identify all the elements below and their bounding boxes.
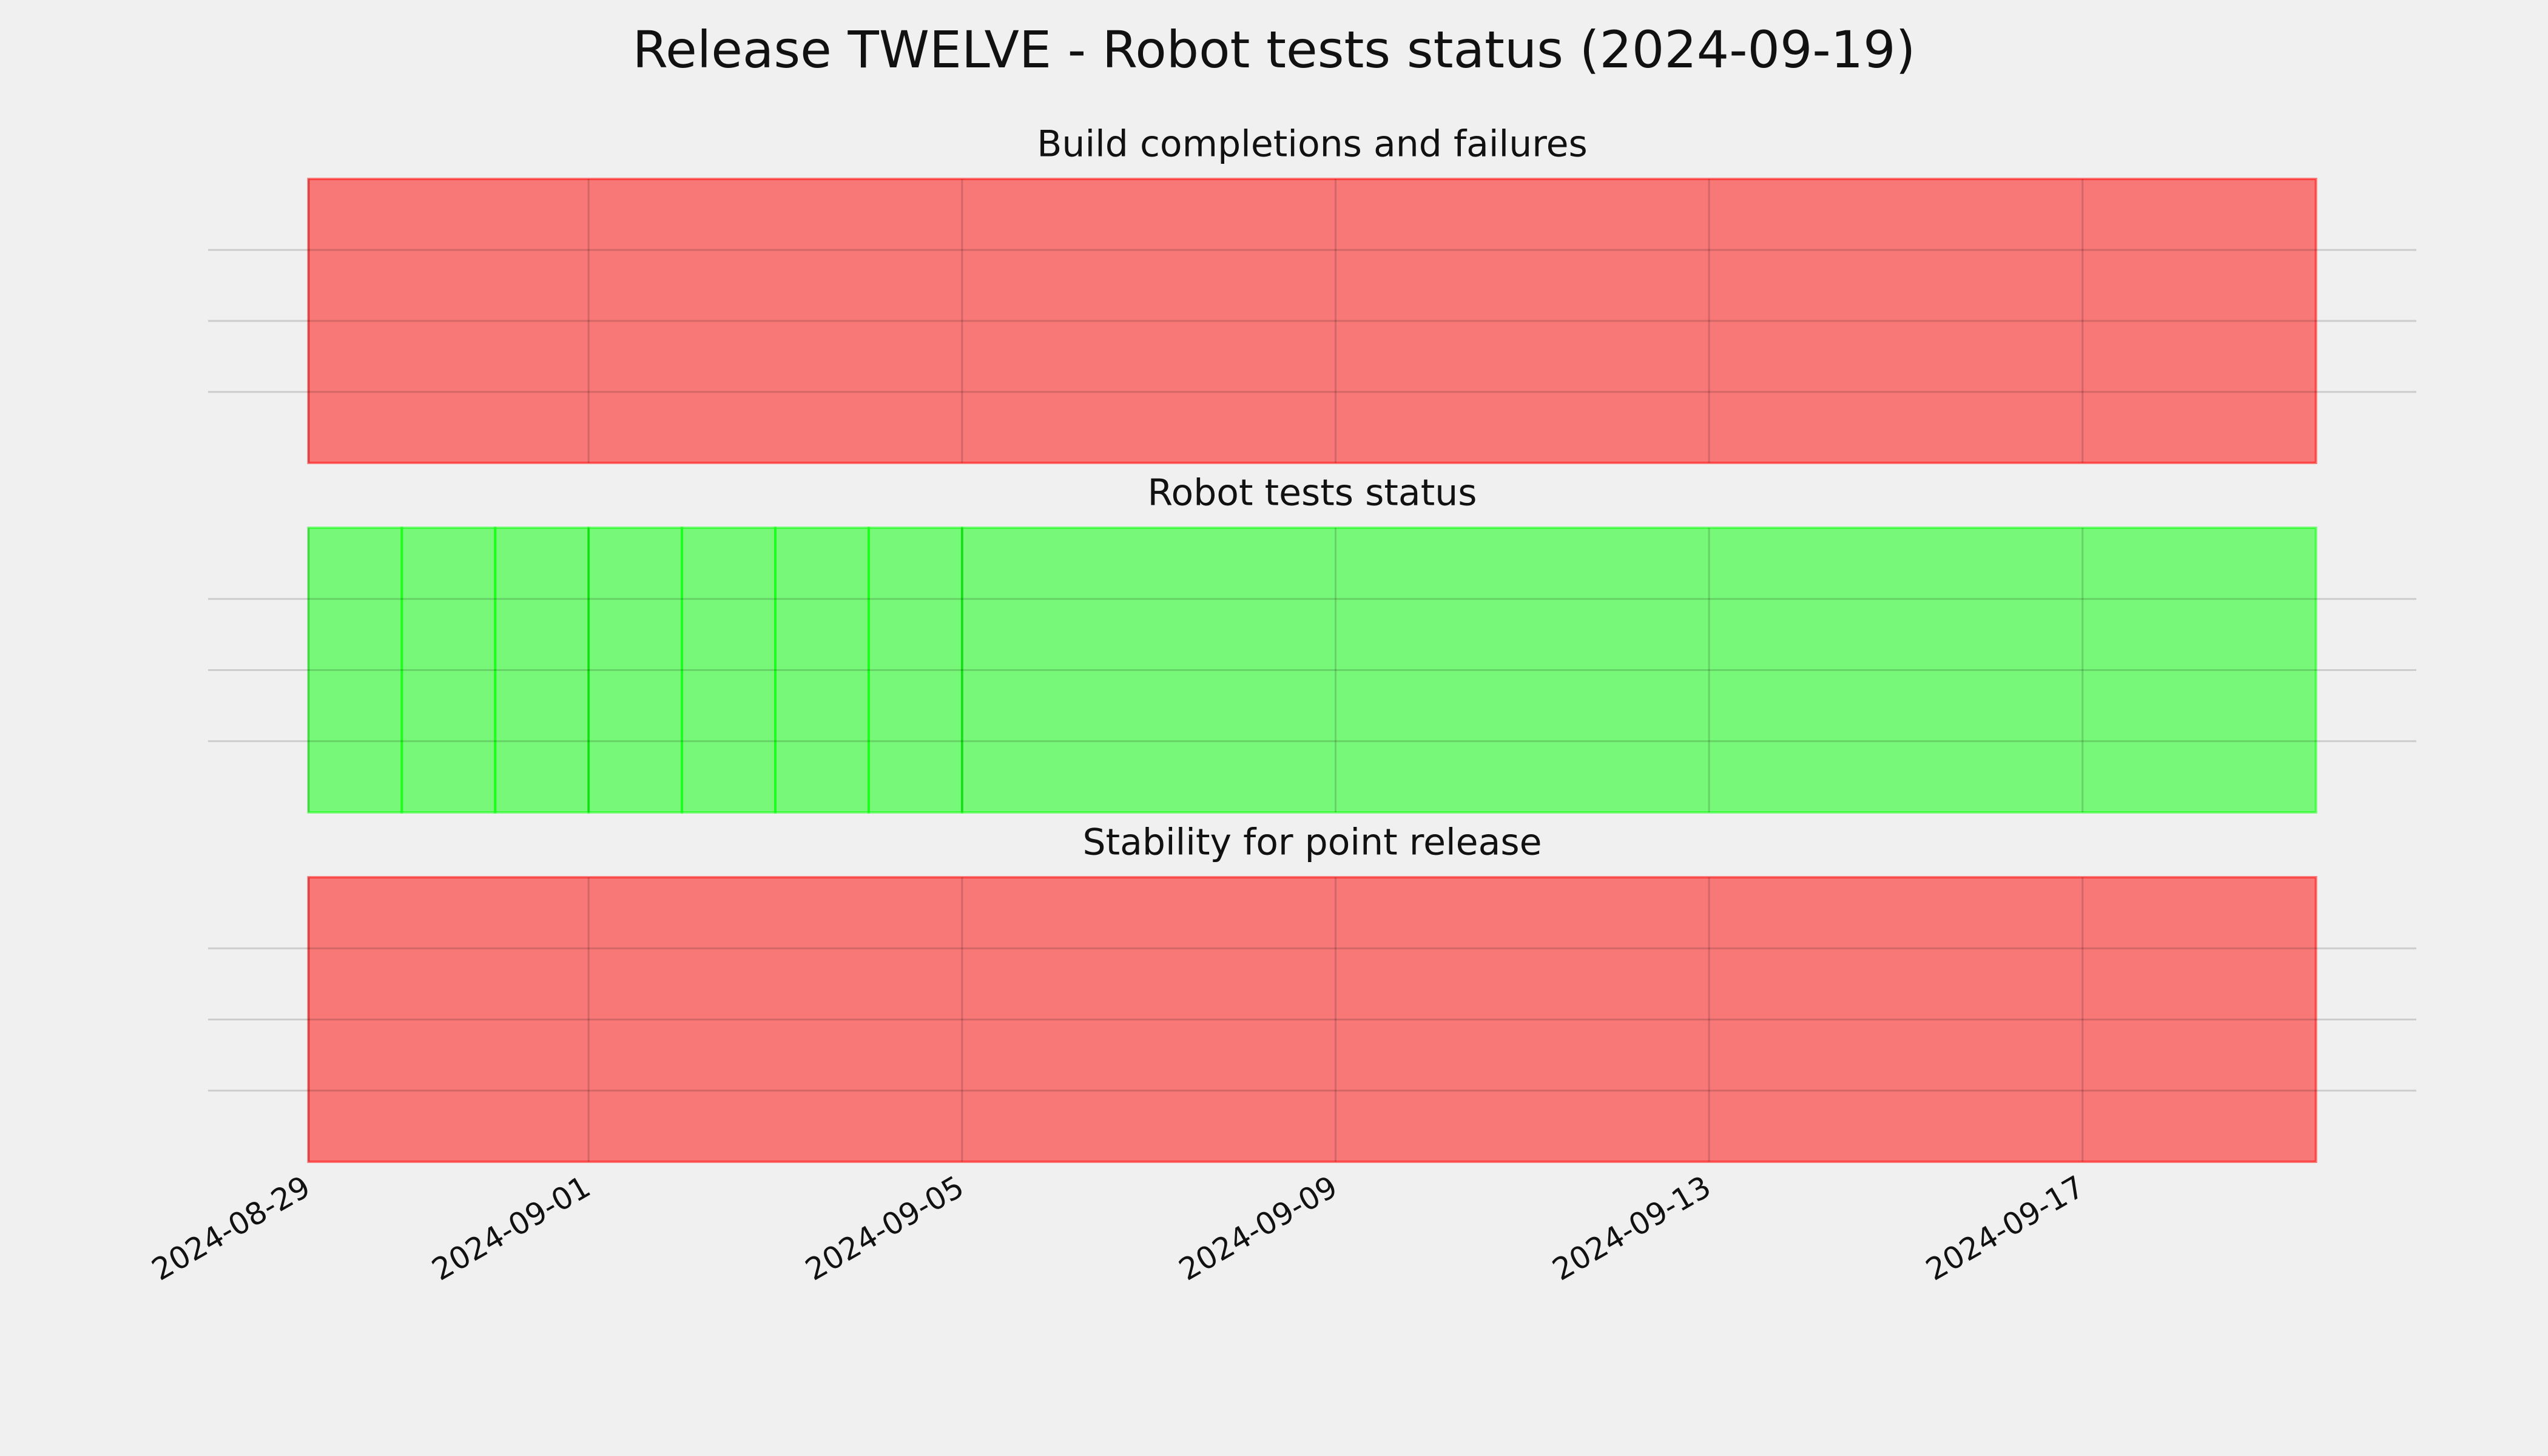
status-segment (587, 527, 684, 814)
status-segment (307, 178, 2317, 464)
panel-title: Build completions and failures (1037, 123, 1588, 166)
status-segment (774, 527, 870, 814)
panel-title: Stability for point release (1082, 821, 1542, 864)
status-segment (681, 527, 777, 814)
status-segment (960, 527, 2317, 814)
panel-title: Robot tests status (1147, 472, 1477, 514)
status-segment (307, 876, 2317, 1163)
status-segment (400, 527, 497, 814)
figure-title: Release TWELVE - Robot tests status (202… (633, 20, 1916, 79)
status-segment (307, 527, 403, 814)
status-segment (494, 527, 590, 814)
